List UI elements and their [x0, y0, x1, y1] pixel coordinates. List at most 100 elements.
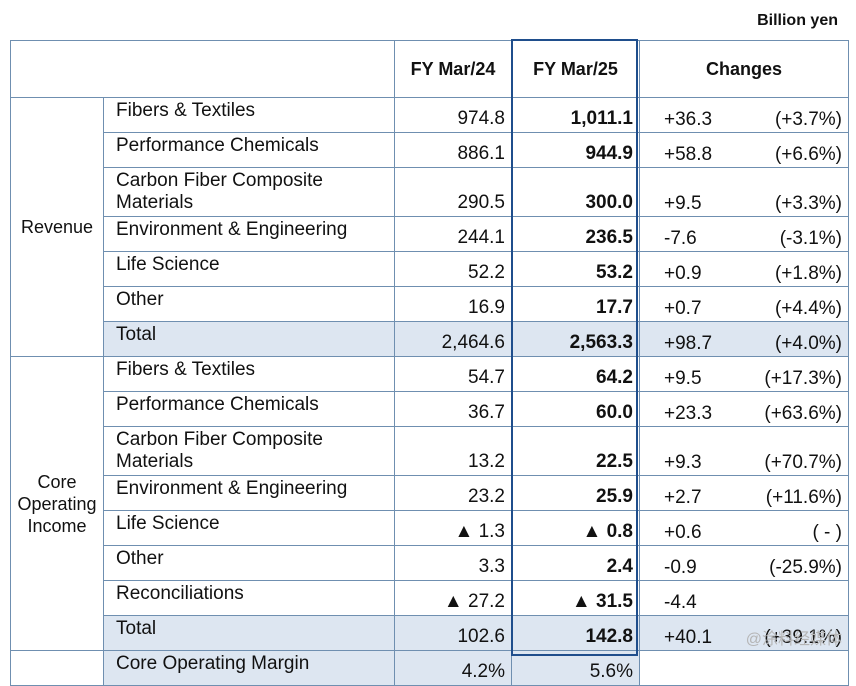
change-cell: +0.9 (+1.8%) — [639, 251, 849, 287]
change-wrap: +0.6 ( - ) — [640, 510, 848, 546]
fy25-value: 64.2 — [511, 356, 640, 392]
change-wrap: +23.3 (+63.6%) — [640, 391, 848, 427]
fy25-value: ▲ 0.8 — [511, 510, 640, 546]
fy24-value: 54.7 — [394, 356, 512, 392]
change-wrap: -4.4 — [640, 580, 848, 616]
change-cell: +58.8 (+6.6%) — [639, 132, 849, 168]
margin-section: Core Operating Margin 4.2% 5.6% — [10, 650, 849, 686]
row-label: Carbon Fiber Composite Materials — [103, 167, 395, 217]
fy24-value: 36.7 — [394, 391, 512, 427]
row-label: Carbon Fiber Composite Materials — [103, 426, 395, 476]
row-label: Life Science — [103, 510, 395, 546]
change-cell: +9.5 (+17.3%) — [639, 356, 849, 392]
change-value: -0.9 — [664, 557, 697, 578]
change-percent: (-3.1%) — [779, 228, 842, 249]
fy24-value: 3.3 — [394, 545, 512, 581]
change-value: +2.7 — [664, 487, 702, 508]
row-label: Life Science — [103, 251, 395, 287]
row-label: Fibers & Textiles — [103, 97, 395, 133]
change-value: +98.7 — [664, 333, 713, 354]
header-fy24: FY Mar/24 — [394, 40, 512, 98]
fy25-value: 2,563.3 — [511, 321, 640, 357]
change-percent: (+1.8%) — [774, 263, 842, 284]
change-percent: (+3.3%) — [774, 193, 842, 214]
change-cell: +0.7 (+4.4%) — [639, 286, 849, 322]
fy24-value: 102.6 — [394, 615, 512, 651]
financial-table: FY Mar/24 FY Mar/25 Changes Revenue Fiber… — [10, 40, 849, 686]
row-label: Performance Chemicals — [103, 132, 395, 168]
table-row: Total 102.6 142.8 +40.1 (+39.1%) — [11, 615, 849, 651]
row-label: Other — [103, 545, 395, 581]
table-row: Total 2,464.6 2,563.3 +98.7 (+4.0%) — [11, 321, 849, 357]
fy25-value: 25.9 — [511, 475, 640, 511]
change-value: +36.3 — [664, 109, 713, 130]
fy25-value: 142.8 — [511, 615, 640, 651]
change-percent: (+63.6%) — [764, 403, 842, 424]
fy25-value: ▲ 31.5 — [511, 580, 640, 616]
change-value: +58.8 — [664, 144, 713, 165]
change-cell: -0.9 (-25.9%) — [639, 545, 849, 581]
change-wrap: +36.3 (+3.7%) — [640, 97, 848, 133]
change-cell: +40.1 (+39.1%) — [639, 615, 849, 651]
table-row: Environment & Engineering 244.1 236.5 -7.6 (… — [11, 216, 849, 252]
change-value: +0.6 — [664, 522, 702, 543]
change-value: +0.9 — [664, 263, 702, 284]
header-changes: Changes — [639, 40, 849, 98]
change-wrap: +9.5 (+17.3%) — [640, 356, 848, 392]
change-wrap: +2.7 (+11.6%) — [640, 475, 848, 511]
change-wrap: +58.8 (+6.6%) — [640, 132, 848, 168]
change-value: +40.1 — [664, 627, 713, 648]
change-cell: +0.6 ( - ) — [639, 510, 849, 546]
fy25-value: 53.2 — [511, 251, 640, 287]
change-cell: +9.5 (+3.3%) — [639, 167, 849, 217]
change-wrap: -7.6 (-3.1%) — [640, 216, 848, 252]
header-row: FY Mar/24 FY Mar/25 Changes — [10, 40, 849, 98]
change-percent: (+11.6%) — [765, 487, 842, 508]
change-wrap: +0.9 (+1.8%) — [640, 251, 848, 287]
change-value: +23.3 — [664, 403, 713, 424]
change-percent: (+3.7%) — [774, 109, 842, 130]
fy24-value: 16.9 — [394, 286, 512, 322]
change-cell — [639, 650, 849, 686]
table-row: Carbon Fiber Composite Materials 290.5 300… — [11, 167, 849, 217]
table-row: Other 16.9 17.7 +0.7 (+4.4%) — [11, 286, 849, 322]
change-wrap: +9.3 (+70.7%) — [640, 426, 848, 476]
change-cell: +98.7 (+4.0%) — [639, 321, 849, 357]
change-percent: (+70.7%) — [764, 452, 842, 473]
fy25-value: 5.6% — [511, 650, 640, 686]
row-label: Performance Chemicals — [103, 391, 395, 427]
row-label: Core Operating Margin — [103, 650, 395, 686]
table-row: Performance Chemicals 886.1 944.9 +58.8 (+6.… — [11, 132, 849, 168]
change-wrap: +0.7 (+4.4%) — [640, 286, 848, 322]
fy25-value: 17.7 — [511, 286, 640, 322]
change-wrap: -0.9 (-25.9%) — [640, 545, 848, 581]
change-percent: ( - ) — [812, 522, 842, 543]
change-value: +0.7 — [664, 298, 702, 319]
revenue-section: Revenue Fibers & Textiles 974.8 1,011.1 +36.… — [10, 97, 849, 357]
change-value: +9.5 — [664, 193, 702, 214]
change-wrap: +9.5 (+3.3%) — [640, 167, 848, 217]
row-label: Total — [103, 321, 395, 357]
change-percent: (+4.0%) — [774, 333, 842, 354]
fy24-value: 13.2 — [394, 426, 512, 476]
fy24-value: 23.2 — [394, 475, 512, 511]
header-blank — [10, 40, 395, 98]
change-cell: -7.6 (-3.1%) — [639, 216, 849, 252]
fy24-value: 4.2% — [394, 650, 512, 686]
change-cell: +2.7 (+11.6%) — [639, 475, 849, 511]
watermark: @涂料经媒体 — [745, 631, 842, 648]
row-label: Other — [103, 286, 395, 322]
fy25-value: 236.5 — [511, 216, 640, 252]
change-value: -4.4 — [664, 592, 697, 613]
fy25-value: 1,011.1 — [511, 97, 640, 133]
change-cell: +9.3 (+70.7%) — [639, 426, 849, 476]
margin-group-blank — [10, 650, 104, 686]
fy24-value: 886.1 — [394, 132, 512, 168]
fy25-value: 60.0 — [511, 391, 640, 427]
unit-label: Billion yen — [757, 12, 838, 29]
change-percent: (+4.4%) — [774, 298, 842, 319]
table-row: Environment & Engineering 23.2 25.9 +2.7 (+1… — [11, 475, 849, 511]
table-row: Core Operating Margin 4.2% 5.6% — [10, 650, 849, 686]
fy25-value: 2.4 — [511, 545, 640, 581]
table-row: Core Operating Income Fibers & Textiles 54… — [10, 356, 849, 651]
